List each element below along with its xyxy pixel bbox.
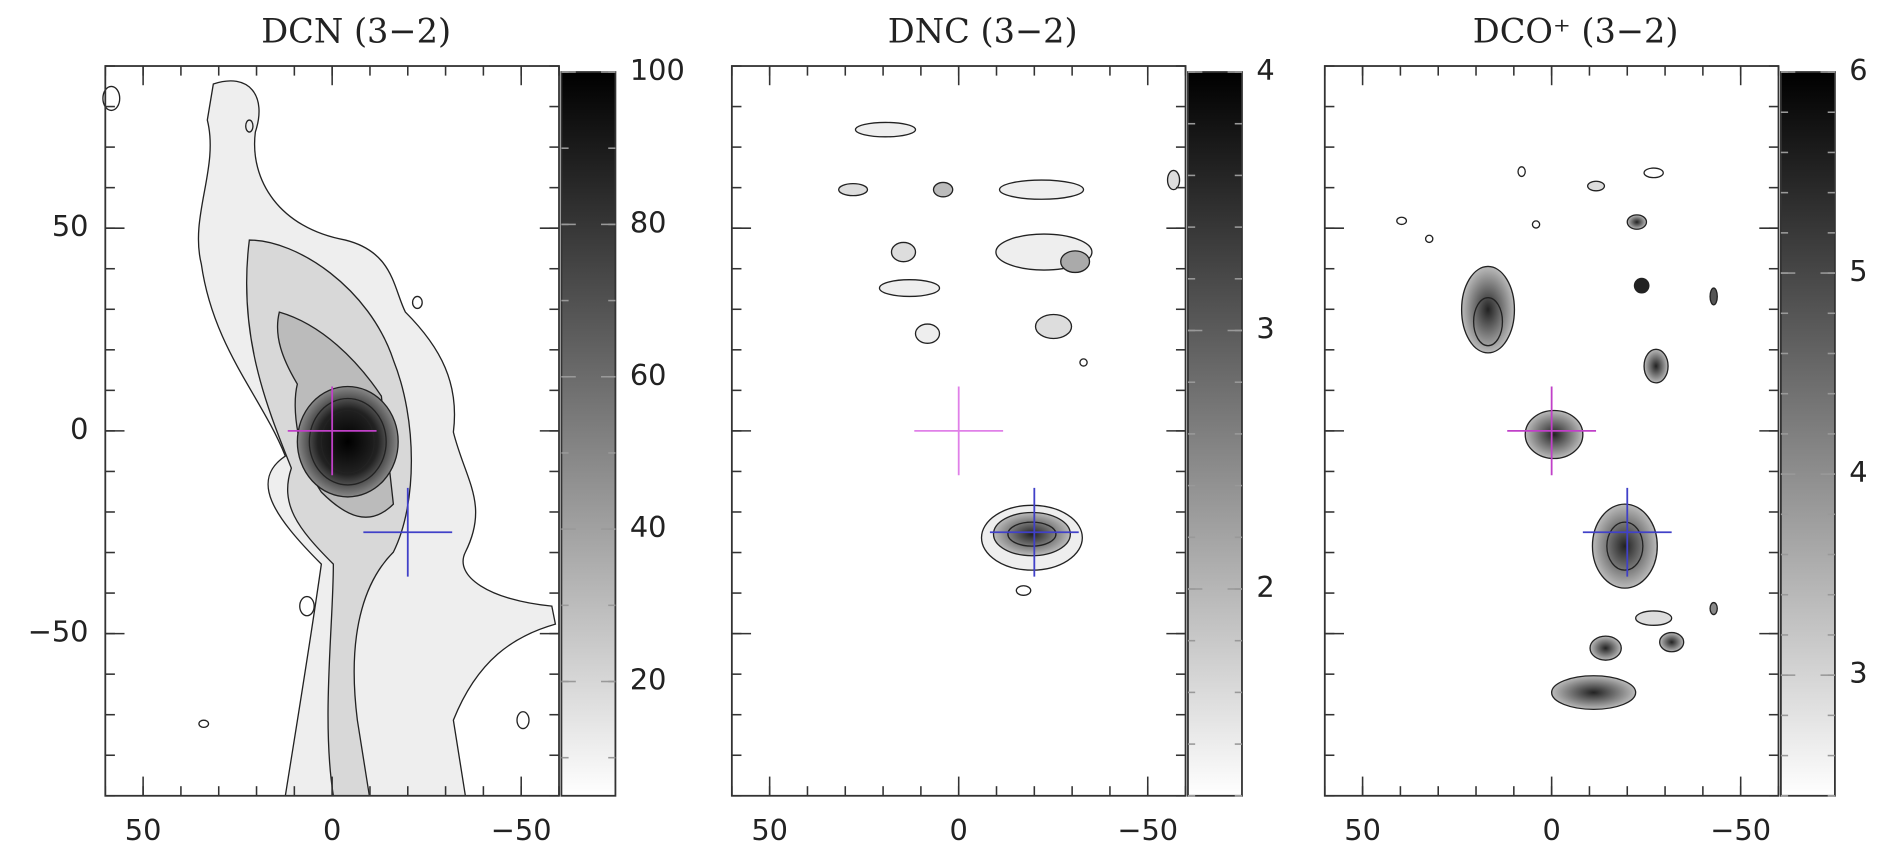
x-tick-label: 0 <box>950 813 968 847</box>
colorbar-tick-label: 3 <box>1256 312 1274 346</box>
panel-title: DNC (3−2) <box>888 12 1078 51</box>
x-tick-label: −50 <box>1710 813 1771 847</box>
colorbar-tick-label: 80 <box>630 205 667 239</box>
colorbar-tick-label: 4 <box>1849 455 1867 489</box>
colorbar-tick-label: 60 <box>630 358 667 392</box>
y-tick-label: 50 <box>52 209 89 243</box>
colorbar-tick-label: 20 <box>630 663 667 697</box>
panel-title: DCO⁺ (3−2) <box>1473 12 1679 51</box>
x-tick-label: 50 <box>125 813 162 847</box>
colorbar <box>560 71 617 797</box>
x-tick-label: 50 <box>751 813 788 847</box>
x-tick-label: −50 <box>1117 813 1178 847</box>
contours <box>102 80 1718 797</box>
colorbar-tick-label: 3 <box>1849 656 1867 690</box>
panel-title: DCN (3−2) <box>261 12 451 51</box>
colorbar <box>1187 71 1243 797</box>
colorbar-tick-label: 40 <box>630 510 667 544</box>
colorbar-tick-label: 2 <box>1256 570 1274 604</box>
colorbar-tick-label: 4 <box>1256 53 1274 87</box>
y-tick-label: −50 <box>28 615 89 649</box>
x-tick-label: 50 <box>1344 813 1381 847</box>
x-tick-label: 0 <box>323 813 341 847</box>
colorbar-tick-label: 5 <box>1849 254 1867 288</box>
colorbar <box>1779 71 1836 797</box>
x-tick-label: −50 <box>491 813 552 847</box>
x-tick-label: 0 <box>1542 813 1560 847</box>
y-tick-label: 0 <box>70 412 88 446</box>
colorbar-tick-label: 100 <box>630 53 685 87</box>
colorbar-tick-label: 6 <box>1849 53 1867 87</box>
